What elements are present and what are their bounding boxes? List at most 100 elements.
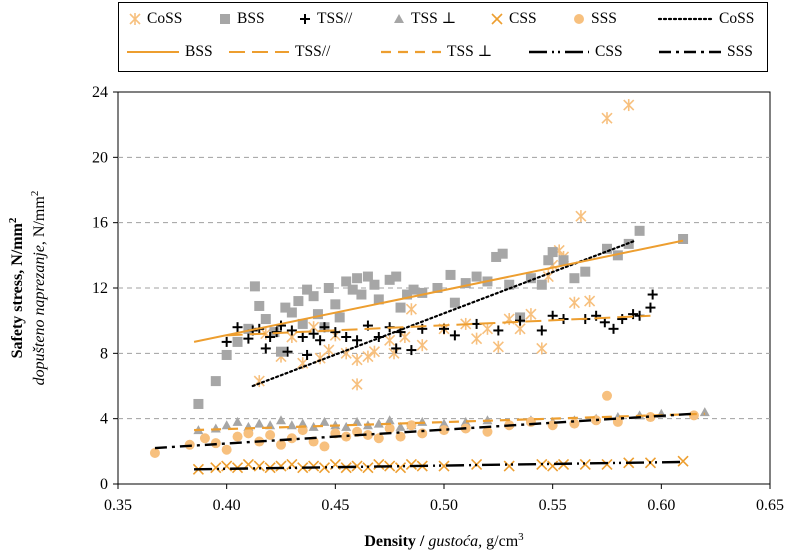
data-point xyxy=(580,266,591,277)
marker-shape xyxy=(574,14,584,24)
data-point xyxy=(536,342,548,355)
y-tick-label: 0 xyxy=(100,476,108,493)
data-point xyxy=(254,300,265,311)
data-point xyxy=(569,418,580,429)
marker-shape xyxy=(406,420,417,431)
data-point xyxy=(275,460,287,472)
marker-shape xyxy=(445,269,456,280)
y-axis-title-line1: Safety stress, N/mm2 xyxy=(7,217,26,358)
legend-swatch xyxy=(491,13,503,25)
data-point xyxy=(369,279,380,290)
marker-stroke xyxy=(253,460,265,472)
data-point xyxy=(265,430,276,440)
marker-stroke xyxy=(351,460,363,472)
data-point xyxy=(340,347,352,360)
data-point xyxy=(417,428,428,439)
data-point xyxy=(149,447,160,458)
data-point xyxy=(608,323,619,334)
legend-swatch xyxy=(529,50,589,54)
marker-shape xyxy=(602,243,612,254)
data-point xyxy=(491,251,502,262)
marker-stroke xyxy=(318,462,331,474)
legend-label: BSS xyxy=(185,43,213,60)
data-point xyxy=(308,291,319,302)
x-tick-label: 0.60 xyxy=(647,497,675,514)
data-point xyxy=(416,339,428,352)
x-axis-title: Density / gustoća, g/cm3 xyxy=(364,531,524,550)
data-point xyxy=(599,317,610,328)
x-tick-label: 0.40 xyxy=(213,497,241,514)
data-point xyxy=(243,333,254,344)
data-point xyxy=(569,273,580,284)
data-point xyxy=(341,431,352,442)
marker-shape xyxy=(497,248,508,259)
data-point xyxy=(308,328,319,339)
y-tick-label: 16 xyxy=(92,215,108,232)
marker-shape xyxy=(394,14,404,23)
data-point xyxy=(612,250,623,261)
trendline-CoSS xyxy=(251,239,637,388)
marker-shape xyxy=(260,314,271,325)
marker-shape xyxy=(280,302,291,313)
data-point xyxy=(356,289,367,300)
data-point xyxy=(504,279,515,290)
data-point xyxy=(395,302,406,313)
marker-shape xyxy=(525,273,536,284)
marker-stroke xyxy=(394,462,407,474)
marker-shape xyxy=(221,420,232,430)
marker-shape xyxy=(308,291,319,302)
marker-shape xyxy=(276,346,286,357)
data-point xyxy=(276,346,286,357)
data-point xyxy=(688,410,699,421)
data-point xyxy=(384,415,395,425)
trendline-BSS xyxy=(193,239,684,343)
marker-shape xyxy=(688,410,699,421)
data-point xyxy=(352,335,363,346)
data-point xyxy=(318,462,331,474)
legend-label: SSS xyxy=(727,43,753,60)
marker-shape xyxy=(297,418,308,428)
marker-shape xyxy=(543,255,554,266)
data-point xyxy=(330,299,341,310)
legend-label: BSS xyxy=(237,10,265,27)
data-point xyxy=(402,289,413,300)
legend-label: CoSS xyxy=(719,10,755,27)
legend-label: TSS ⊥ xyxy=(447,43,493,60)
legend-swatch xyxy=(300,14,310,24)
data-point xyxy=(368,345,381,358)
marker-shape xyxy=(612,250,623,261)
data-point xyxy=(677,455,689,467)
data-point xyxy=(384,423,395,434)
marker-shape xyxy=(395,421,406,431)
data-point xyxy=(232,336,243,347)
data-point xyxy=(265,332,276,342)
data-point xyxy=(471,271,482,282)
data-point xyxy=(286,433,297,444)
legend-label: CSS xyxy=(509,10,537,27)
legend-label: CoSS xyxy=(147,10,183,27)
marker-shape xyxy=(243,428,254,439)
data-point xyxy=(315,335,326,346)
x-tick-label: 0.45 xyxy=(321,497,349,514)
data-point xyxy=(276,439,286,450)
marker-shape xyxy=(678,234,689,244)
marker-shape xyxy=(221,349,232,360)
data-point xyxy=(334,312,345,323)
marker-shape xyxy=(232,416,243,426)
data-point xyxy=(253,375,265,388)
marker-shape xyxy=(384,274,395,285)
data-point xyxy=(308,460,320,472)
marker-shape xyxy=(384,415,395,425)
marker-stroke xyxy=(579,458,591,470)
data-point xyxy=(312,309,323,320)
legend-label: TSS// xyxy=(295,43,331,60)
marker-shape xyxy=(373,418,384,428)
marker-shape xyxy=(276,415,286,425)
marker-stroke xyxy=(438,460,450,472)
data-point xyxy=(351,460,363,472)
marker-shape xyxy=(580,266,591,277)
legend-marker xyxy=(574,14,584,24)
marker-shape xyxy=(232,431,243,442)
data-point xyxy=(405,303,417,316)
marker-shape xyxy=(602,390,612,401)
